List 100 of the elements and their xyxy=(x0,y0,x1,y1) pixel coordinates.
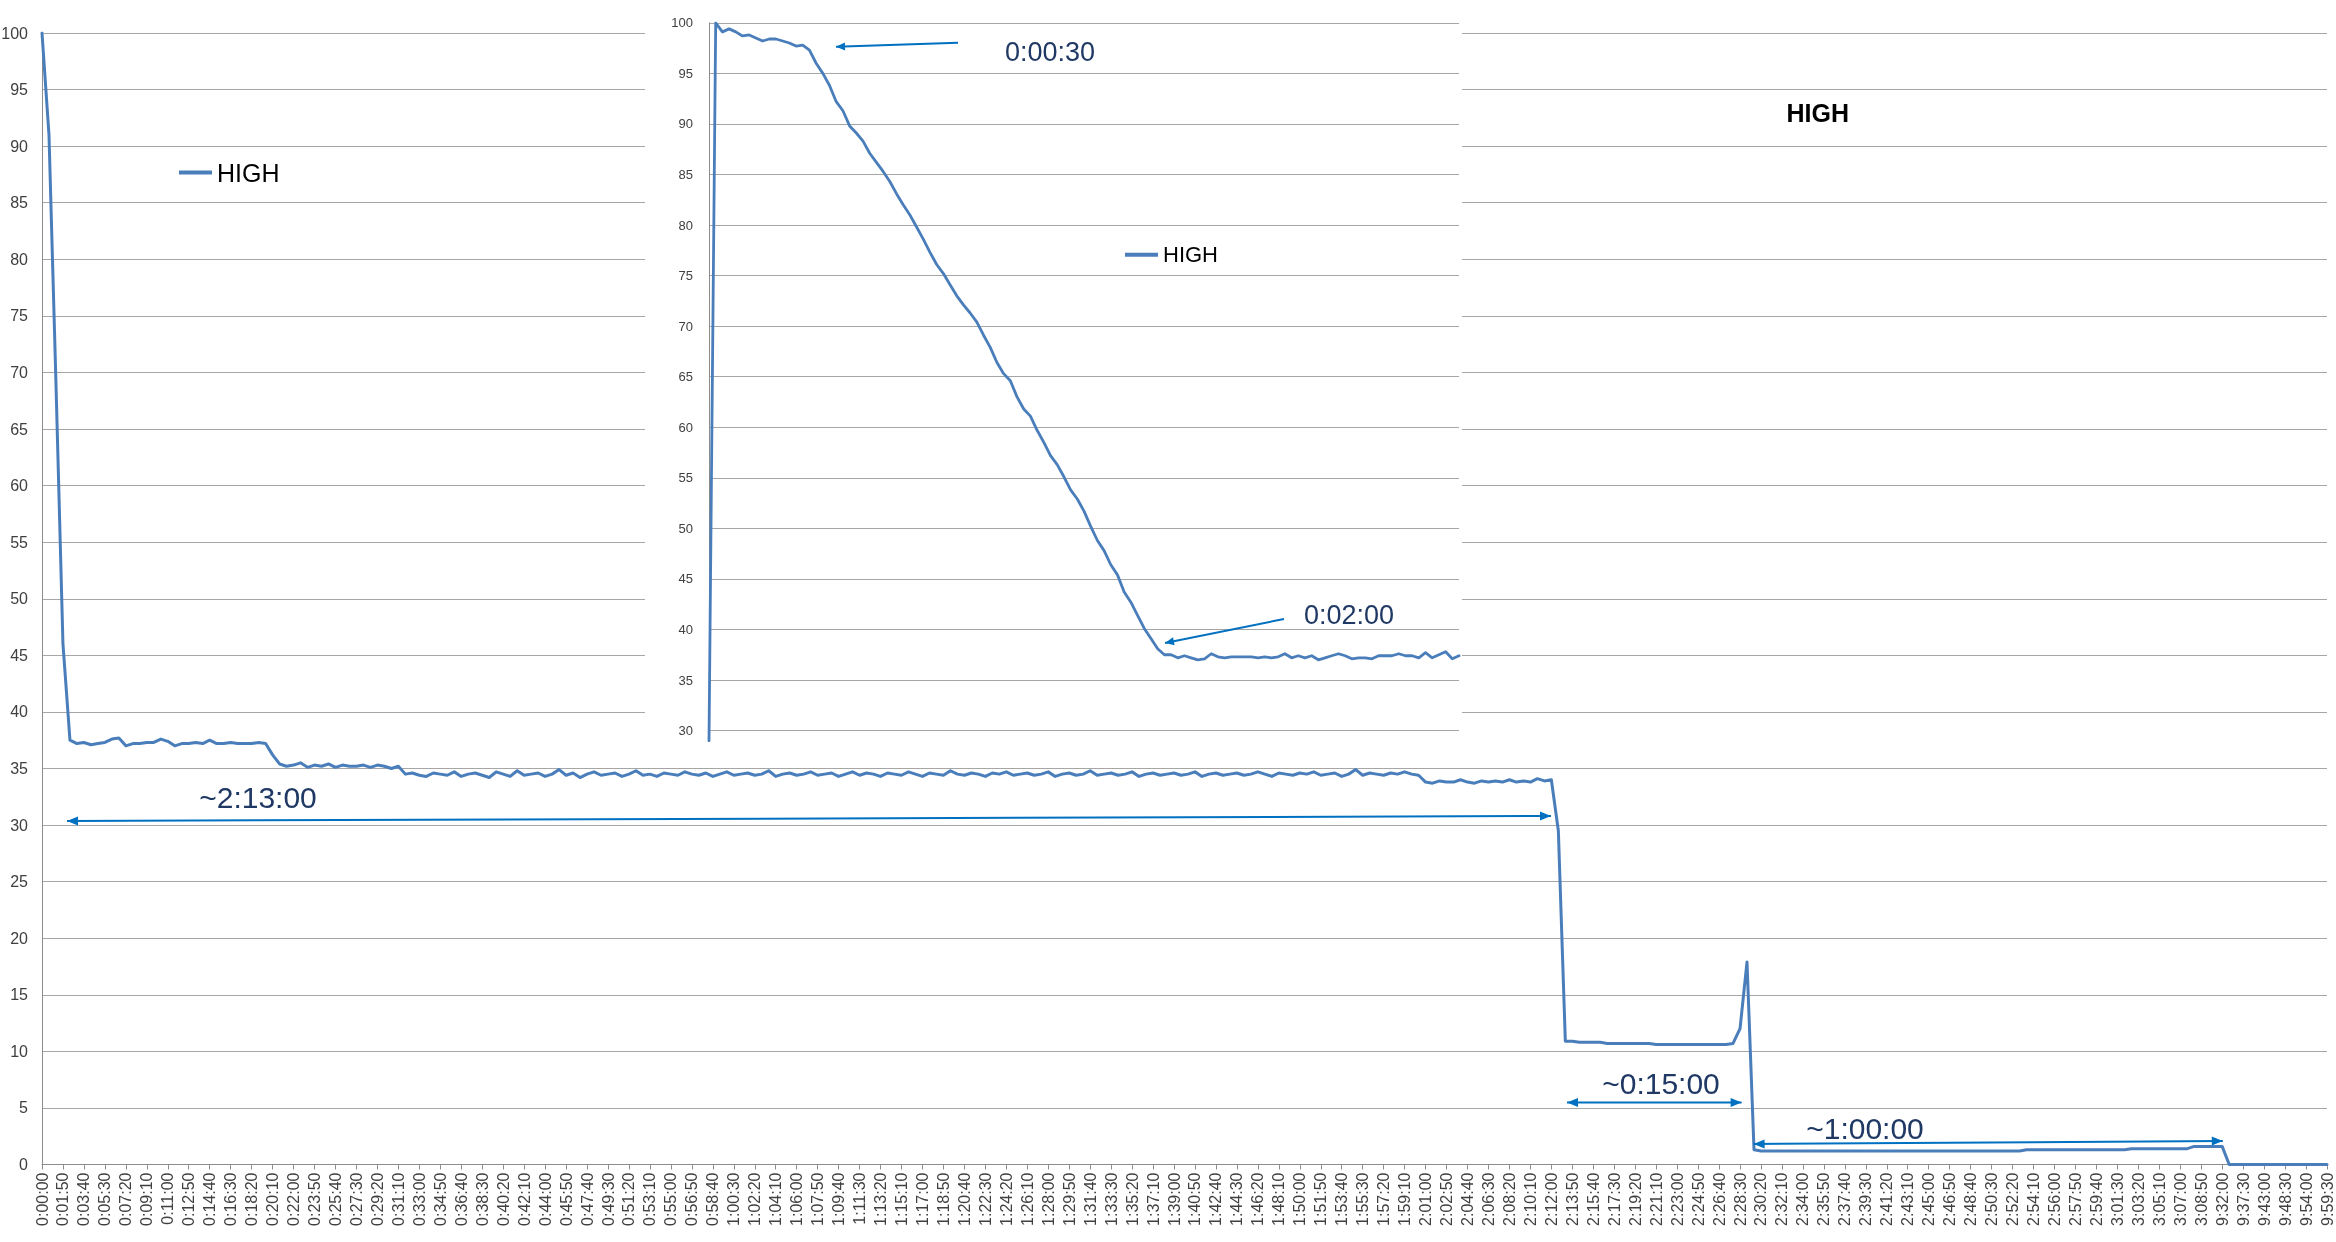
x-tick-label: 1:26:10 xyxy=(1018,1172,1036,1226)
y-tick-label: 95 xyxy=(10,81,29,99)
x-tick-label: 0:45:50 xyxy=(557,1172,575,1226)
y-tick-label: 55 xyxy=(678,470,693,486)
x-tick-label: 1:02:20 xyxy=(746,1172,764,1226)
y-tick-label: 40 xyxy=(678,621,693,637)
x-tick-label: 0:00:00 xyxy=(33,1172,51,1226)
x-tick-label: 1:31:40 xyxy=(1081,1172,1099,1226)
annotation: 0:02:00 xyxy=(1303,600,1395,630)
annotation: ~1:00:00 xyxy=(1806,1111,1924,1145)
x-tick-label: 3:08:50 xyxy=(2192,1172,2210,1226)
x-tick-label: 2:57:50 xyxy=(2066,1172,2084,1226)
x-tick-label: 2:46:50 xyxy=(1941,1172,1959,1226)
x-tick-label: 2:02:50 xyxy=(1438,1172,1456,1226)
legend-label: HIGH xyxy=(217,158,280,187)
x-tick-label: 0:34:50 xyxy=(431,1172,449,1226)
x-tick-label: 2:30:20 xyxy=(1752,1172,1770,1226)
x-tick-label: 1:55:30 xyxy=(1354,1172,1372,1226)
x-tick-label: 2:28:30 xyxy=(1731,1172,1749,1226)
x-tick-label: 9:59:30 xyxy=(2318,1172,2336,1226)
x-tick-label: 2:34:00 xyxy=(1794,1172,1812,1226)
y-tick-label: 85 xyxy=(678,166,693,182)
x-tick-label: 1:29:50 xyxy=(1060,1172,1078,1226)
x-tick-label: 9:37:30 xyxy=(2234,1172,2252,1226)
x-tick-label: 0:29:20 xyxy=(368,1172,386,1226)
y-tick-label: 30 xyxy=(678,723,693,739)
x-tick-label: 0:51:20 xyxy=(620,1172,638,1226)
x-tick-label: 1:06:00 xyxy=(788,1172,806,1226)
x-tick-label: 3:01:30 xyxy=(2108,1172,2126,1226)
x-tick-label: 1:46:20 xyxy=(1249,1172,1267,1226)
y-tick-label: 25 xyxy=(10,873,29,891)
x-tick-label: 1:50:00 xyxy=(1291,1172,1309,1226)
y-tick-label: 50 xyxy=(10,590,29,608)
x-tick-label: 9:48:30 xyxy=(2276,1172,2294,1226)
x-tick-label: 1:48:10 xyxy=(1270,1172,1288,1226)
y-tick-label: 70 xyxy=(10,363,29,381)
x-tick-label: 2:17:30 xyxy=(1605,1172,1623,1226)
y-tick-label: 50 xyxy=(678,520,693,536)
x-tick-label: 0:33:00 xyxy=(410,1172,428,1226)
x-tick-label: 3:05:10 xyxy=(2150,1172,2168,1226)
y-tick-label: 10 xyxy=(10,1042,29,1060)
x-tick-label: 1:24:20 xyxy=(997,1172,1015,1226)
x-tick-label: 0:25:40 xyxy=(326,1172,344,1226)
x-tick-label: 2:08:20 xyxy=(1500,1172,1518,1226)
y-tick-label: 35 xyxy=(10,759,29,777)
x-tick-label: 0:40:20 xyxy=(494,1172,512,1226)
y-tick-label: 5 xyxy=(19,1099,29,1117)
x-tick-label: 0:01:50 xyxy=(54,1172,72,1226)
x-tick-label: 1:09:40 xyxy=(830,1172,848,1226)
x-tick-label: 2:37:40 xyxy=(1836,1172,1854,1226)
x-tick-label: 1:13:20 xyxy=(872,1172,890,1226)
y-tick-label: 90 xyxy=(678,116,693,132)
y-tick-label: 40 xyxy=(10,703,29,721)
legend-label: HIGH xyxy=(1163,242,1218,268)
x-tick-label: 0:44:00 xyxy=(536,1172,554,1226)
annotation: ~0:15:00 xyxy=(1602,1066,1720,1100)
x-tick-label: 1:20:40 xyxy=(955,1172,973,1226)
y-tick-label: 65 xyxy=(10,420,29,438)
x-tick-label: 1:39:00 xyxy=(1165,1172,1183,1226)
x-tick-label: 0:11:00 xyxy=(159,1172,177,1225)
x-tick-label: 1:51:50 xyxy=(1312,1172,1330,1226)
x-tick-label: 3:03:20 xyxy=(2129,1172,2147,1226)
x-tick-label: 1:53:40 xyxy=(1333,1172,1351,1226)
x-tick-label: 0:18:20 xyxy=(243,1172,261,1226)
x-tick-label: 0:55:00 xyxy=(662,1172,680,1226)
x-tick-label: 2:45:00 xyxy=(1920,1172,1938,1226)
x-tick-label: 0:20:10 xyxy=(264,1172,282,1226)
x-tick-label: 0:31:10 xyxy=(389,1172,407,1226)
x-tick-label: 0:23:50 xyxy=(306,1172,324,1226)
x-tick-label: 2:15:40 xyxy=(1584,1172,1602,1226)
y-tick-label: 20 xyxy=(10,929,29,947)
x-tick-label: 1:33:30 xyxy=(1102,1172,1120,1226)
x-tick-label: 1:35:20 xyxy=(1123,1172,1141,1226)
x-tick-label: 1:42:40 xyxy=(1207,1172,1225,1226)
x-tick-label: 0:27:30 xyxy=(347,1172,365,1226)
x-tick-label: 0:05:30 xyxy=(96,1172,114,1226)
x-tick-label: 9:32:00 xyxy=(2213,1172,2231,1226)
y-tick-label: 70 xyxy=(678,318,693,334)
y-tick-label: 65 xyxy=(678,369,693,385)
y-tick-label: 35 xyxy=(678,672,693,688)
x-tick-label: 1:57:20 xyxy=(1375,1172,1393,1226)
x-tick-label: 2:39:30 xyxy=(1857,1172,1875,1226)
line-series xyxy=(40,31,2329,1166)
x-tick-label: 2:21:10 xyxy=(1647,1172,1665,1226)
y-tick-label: 90 xyxy=(10,137,29,155)
x-tick-label: 2:43:10 xyxy=(1899,1172,1917,1226)
x-tick-label: 1:37:10 xyxy=(1144,1172,1162,1226)
y-tick-label: 80 xyxy=(678,217,693,233)
x-tick-label: 1:44:30 xyxy=(1228,1172,1246,1226)
x-tick-label: 0:12:50 xyxy=(180,1172,198,1226)
y-tick-label: 95 xyxy=(678,65,693,81)
x-tick-label: 0:58:40 xyxy=(704,1172,722,1226)
x-tick-label: 1:40:50 xyxy=(1186,1172,1204,1226)
x-tick-label: 1:22:30 xyxy=(976,1172,994,1226)
x-tick-label: 1:04:10 xyxy=(767,1172,785,1226)
x-tick-label: 1:11:30 xyxy=(851,1172,869,1225)
x-tick-label: 2:19:20 xyxy=(1626,1172,1644,1226)
y-tick-label: 75 xyxy=(678,268,693,284)
y-tick-label: 55 xyxy=(10,533,29,551)
line-series xyxy=(707,21,1461,742)
